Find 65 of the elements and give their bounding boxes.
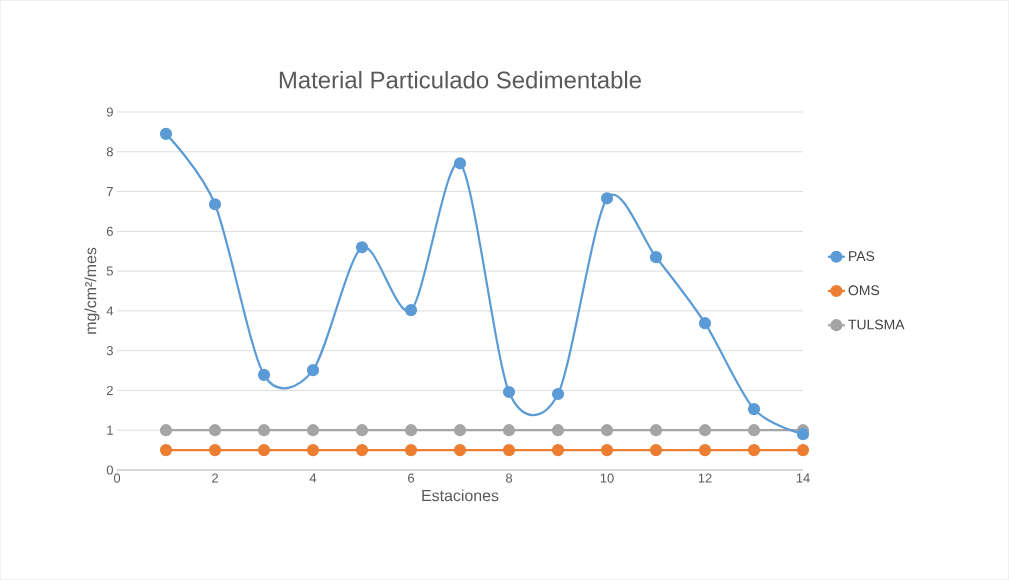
legend-label: TULSMA — [848, 319, 905, 330]
point — [208, 424, 222, 437]
point — [502, 385, 516, 399]
point — [747, 424, 761, 437]
point — [159, 127, 173, 140]
y-tick-label: 1 — [107, 425, 113, 435]
point — [551, 424, 565, 437]
point — [502, 444, 516, 457]
y-tick-label: 9 — [106, 107, 113, 117]
legend-label: OMS — [848, 285, 880, 296]
x-axis-title: Estaciones — [422, 489, 499, 502]
y-tick-label: 6 — [106, 226, 113, 236]
point — [159, 444, 173, 457]
point — [698, 444, 712, 457]
point — [453, 444, 467, 457]
x-tick-label: 8 — [505, 473, 513, 483]
x-tick-label: 2 — [212, 473, 218, 483]
point — [649, 251, 663, 264]
x-tick-label: 0 — [113, 473, 121, 483]
point — [306, 364, 320, 377]
y-axis-title: mg/cm²/mes — [84, 247, 100, 334]
x-tick-label: 10 — [600, 473, 614, 483]
y-tick-label: 4 — [106, 306, 114, 316]
point — [698, 317, 712, 330]
point — [600, 424, 614, 437]
point — [306, 444, 320, 457]
point — [551, 444, 565, 457]
point — [159, 424, 173, 437]
y-tick-label: 8 — [106, 147, 113, 157]
legend-label: PAS — [849, 251, 875, 262]
point — [600, 192, 614, 205]
point — [355, 241, 369, 254]
point — [257, 444, 271, 457]
point — [649, 444, 663, 457]
point — [649, 424, 663, 437]
y-tick-label: 5 — [106, 266, 113, 276]
point — [600, 444, 614, 457]
y-tick-label: 7 — [106, 187, 113, 196]
x-tick-label: 6 — [408, 473, 415, 483]
point — [404, 424, 418, 437]
point — [355, 444, 369, 457]
x-tick-label: 14 — [796, 473, 810, 483]
point — [453, 157, 467, 170]
point — [208, 444, 222, 457]
point — [355, 424, 369, 437]
point — [796, 444, 810, 457]
x-tick-label: 12 — [698, 473, 712, 483]
point — [747, 403, 761, 416]
point — [257, 424, 271, 437]
point — [208, 198, 222, 211]
point — [551, 387, 565, 401]
y-tick-label: 0 — [106, 465, 113, 475]
x-tick-label: 4 — [309, 473, 317, 483]
point — [698, 424, 712, 437]
point — [404, 303, 418, 317]
point — [502, 424, 516, 437]
point — [306, 424, 320, 437]
y-tick-label: 3 — [106, 346, 113, 356]
point — [747, 444, 761, 457]
y-tick-label: 2 — [106, 385, 113, 395]
point — [257, 368, 271, 382]
point — [453, 424, 467, 437]
chart-title: Material Particulado Sedimentable — [279, 70, 641, 89]
point — [796, 428, 810, 441]
point — [404, 444, 418, 457]
